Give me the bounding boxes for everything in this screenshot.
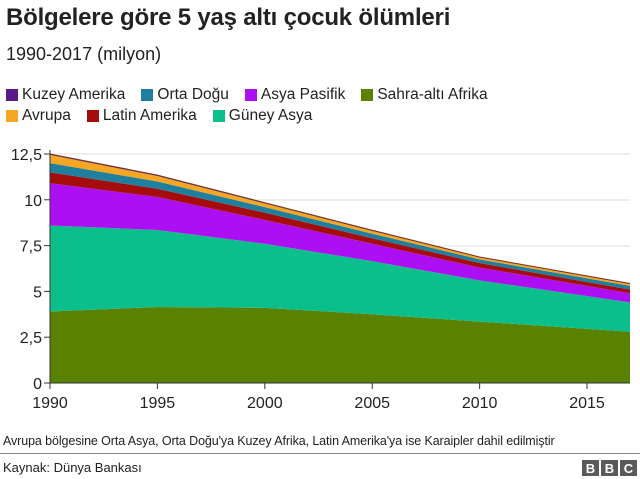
legend-label: Güney Asya <box>228 106 313 124</box>
y-axis: 0 2,5 5 7,5 10 12,5 <box>11 147 51 393</box>
x-tick-label: 2005 <box>354 395 390 412</box>
legend-swatch <box>141 88 154 101</box>
logo-letter: B <box>582 460 599 476</box>
legend-item-avrupa: Avrupa <box>6 107 71 125</box>
legend-label: Orta Doğu <box>157 85 229 103</box>
bbc-logo: B B C <box>582 460 637 476</box>
legend-swatch <box>6 88 18 101</box>
chart-title: Bölgelere göre 5 yaş altı çocuk ölümleri <box>6 4 451 31</box>
area-sahra-alt-afrika <box>50 306 630 383</box>
legend-swatch <box>86 109 99 122</box>
x-axis: 1990 1995 2000 2005 2010 2015 <box>32 382 630 412</box>
y-tick-label: 5 <box>33 284 42 301</box>
area-g-ney-asya <box>50 225 630 332</box>
area-asya-pasifik <box>50 183 630 303</box>
area-orta-do-u <box>50 163 630 290</box>
divider <box>0 453 640 454</box>
logo-letter: C <box>620 460 637 476</box>
area-series <box>49 153 631 383</box>
legend-swatch <box>6 109 18 122</box>
y-tick-label: 10 <box>24 193 42 210</box>
legend-swatch <box>212 109 225 122</box>
x-tick-label: 2015 <box>569 395 605 412</box>
legend-item-latin-amerika: Latin Amerika <box>86 106 197 125</box>
legend-label: Latin Amerika <box>102 106 197 124</box>
legend-item-asya-pasifik: Asya Pasifik <box>244 85 346 104</box>
chart-subtitle: 1990-2017 (milyon) <box>6 44 162 64</box>
legend-item-sahra-alti-afrika: Sahra-altı Afrika <box>361 85 488 104</box>
legend-label: Asya Pasifik <box>260 85 346 103</box>
legend-label: Avrupa <box>22 106 71 124</box>
legend-item-kuzey-amerika: Kuzey Amerika <box>6 86 125 104</box>
legend-item-orta-dogu: Orta Doğu <box>141 86 229 104</box>
area-latin-amerika <box>50 172 630 294</box>
x-tick-label: 1990 <box>32 395 68 412</box>
footnote: Avrupa bölgesine Orta Asya, Orta Doğu'ya… <box>3 434 555 448</box>
legend-label: Sahra-altı Afrika <box>377 85 488 103</box>
y-tick-label: 7,5 <box>20 239 42 256</box>
legend: Kuzey Amerika Orta Doğu Asya Pasifik Sah… <box>6 84 636 126</box>
legend-swatch <box>361 88 374 101</box>
y-tick-label: 12,5 <box>11 147 42 164</box>
source-text: Kaynak: Dünya Bankası <box>3 460 142 475</box>
area-avrupa <box>50 154 630 286</box>
legend-swatch <box>244 88 257 101</box>
legend-item-guney-asya: Güney Asya <box>212 106 313 125</box>
x-tick-label: 2000 <box>247 395 283 412</box>
x-tick-label: 1995 <box>140 395 176 412</box>
x-tick-label: 2010 <box>462 395 498 412</box>
y-tick-label: 2,5 <box>20 330 42 347</box>
logo-letter: B <box>601 460 618 476</box>
stacked-area-chart: 0 2,5 5 7,5 10 12,5 1990 1995 2000 2005 2010 2015 <box>11 147 631 412</box>
legend-label: Kuzey Amerika <box>22 85 126 103</box>
y-tick-label: 0 <box>33 376 42 393</box>
